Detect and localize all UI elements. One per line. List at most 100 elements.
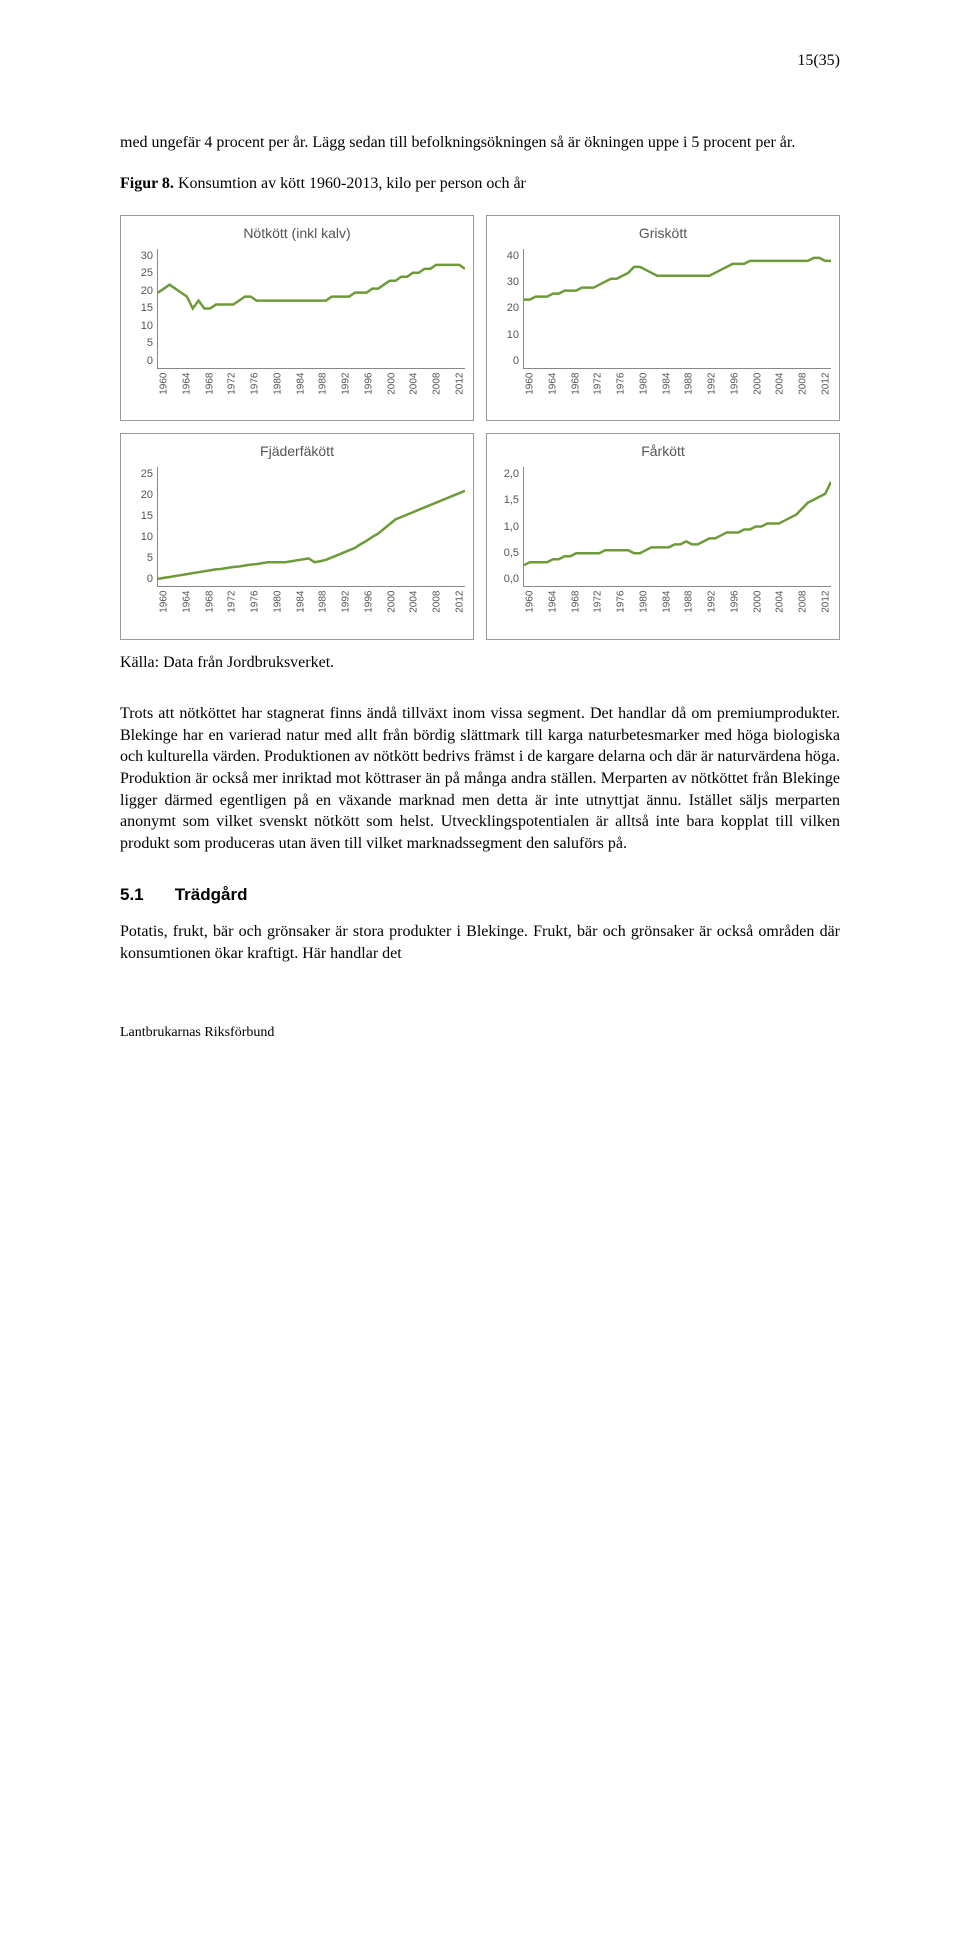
chart-grid: Nötkött (inkl kalv)302520151050196019641… (120, 215, 840, 640)
x-tick: 1980 (637, 603, 651, 613)
x-tick: 2000 (385, 603, 399, 613)
y-tick: 1,0 (495, 520, 519, 535)
x-tick: 2012 (819, 384, 833, 394)
x-tick: 1980 (271, 384, 285, 394)
x-tick: 1960 (157, 603, 171, 613)
x-axis: 1960 1964 1968 1972 1976 1980 1984 1988 1992 1996… (525, 373, 831, 397)
x-tick: 2008 (430, 384, 444, 394)
y-tick: 20 (129, 488, 153, 503)
y-tick: 5 (129, 336, 153, 351)
x-tick: 1996 (362, 603, 376, 613)
x-tick: 1964 (180, 603, 194, 613)
y-tick: 0 (129, 572, 153, 587)
plot-area (157, 249, 465, 369)
x-axis: 1960196419681972197619801984198819921996… (525, 591, 831, 615)
plot-area (523, 249, 831, 369)
y-tick: 25 (129, 266, 153, 281)
y-tick: 1,5 (495, 493, 519, 508)
y-tick: 15 (129, 509, 153, 524)
y-axis: 302520151050 (129, 249, 157, 369)
x-tick: 2008 (430, 603, 444, 613)
y-tick: 2,0 (495, 467, 519, 482)
x-tick: 1972 (226, 603, 240, 613)
y-tick: 10 (129, 319, 153, 334)
x-tick: 1980 (271, 603, 285, 613)
footer: Lantbrukarnas Riksförbund (120, 1024, 840, 1043)
section-title: Trädgård (175, 885, 248, 904)
x-tick: 1988 (317, 603, 331, 613)
body-paragraph: Trots att nötköttet har stagnerat finns … (120, 703, 840, 854)
data-line (524, 482, 831, 565)
chart-title: Fjäderfäkött (129, 442, 465, 461)
figure-title: Konsumtion av kött 1960-2013, kilo per p… (178, 175, 526, 192)
y-tick: 0 (129, 354, 153, 369)
x-tick: 2008 (796, 384, 810, 394)
x-tick: 1984 (294, 384, 308, 394)
x-tick: 1988 (683, 603, 697, 613)
chart-panel: Fårkött2,01,51,00,50,0196019641968197219… (486, 433, 840, 639)
y-tick: 0 (495, 354, 519, 369)
intro-paragraph: med ungefär 4 procent per år. Lägg sedan… (120, 132, 840, 154)
x-tick: 2012 (453, 603, 467, 613)
x-tick: 1980 (637, 384, 651, 394)
x-tick: 1964 (546, 603, 560, 613)
x-tick: 1968 (569, 384, 583, 394)
plot-area (157, 467, 465, 587)
y-tick: 10 (495, 328, 519, 343)
section-heading: 5.1 Trädgård (120, 884, 840, 907)
x-tick: 1964 (180, 384, 194, 394)
x-tick: 2004 (774, 384, 788, 394)
plot-area (523, 467, 831, 587)
y-axis: 25 20 15 10 5 0 (129, 467, 157, 587)
chart-panel: Griskött40302010019601964196819721976198… (486, 215, 840, 421)
x-tick: 2012 (453, 384, 467, 394)
x-axis: 1960196419681972197619801984198819921996… (159, 373, 465, 397)
chart-title: Fårkött (495, 442, 831, 461)
x-tick: 1968 (203, 384, 217, 394)
y-tick: 25 (129, 467, 153, 482)
x-axis: 1960196419681972197619801984198819921996… (159, 591, 465, 615)
y-axis: 403020100 (495, 249, 523, 369)
section-number: 5.1 (120, 884, 170, 907)
y-tick: 5 (129, 551, 153, 566)
x-tick: 1960 (523, 384, 537, 394)
x-tick: 1988 (317, 384, 331, 394)
figure-label: Figur 8. (120, 175, 174, 192)
x-tick: 2004 (408, 384, 422, 394)
x-tick: 1972 (592, 603, 606, 613)
chart-panel: Nötkött (inkl kalv)302520151050196019641… (120, 215, 474, 421)
x-tick: 1984 (294, 603, 308, 613)
x-tick: 1972 (226, 384, 240, 394)
x-tick: 1988 (683, 384, 697, 394)
x-tick: 1968 (569, 603, 583, 613)
x-tick: 1984 (660, 603, 674, 613)
y-tick: 0,0 (495, 572, 519, 587)
x-tick: 1996 (728, 384, 742, 394)
data-line (158, 265, 465, 309)
y-axis: 2,01,51,00,50,0 (495, 467, 523, 587)
data-line (158, 491, 465, 579)
page-number: 15(35) (120, 50, 840, 72)
y-tick: 10 (129, 530, 153, 545)
x-tick: 2004 (408, 603, 422, 613)
x-tick: 1968 (203, 603, 217, 613)
x-tick: 2008 (796, 603, 810, 613)
x-tick: 1972 (592, 384, 606, 394)
x-tick: 2000 (751, 384, 765, 394)
x-tick: 1992 (705, 603, 719, 613)
x-tick: 1960 (523, 603, 537, 613)
x-tick: 1964 (546, 384, 560, 394)
chart-title: Griskött (495, 224, 831, 243)
y-tick: 40 (495, 249, 519, 264)
y-tick: 20 (495, 301, 519, 316)
x-tick: 1992 (705, 384, 719, 394)
y-tick: 20 (129, 284, 153, 299)
figure-caption: Figur 8. Konsumtion av kött 1960-2013, k… (120, 173, 840, 195)
x-tick: 2000 (385, 384, 399, 394)
x-tick: 1976 (614, 384, 628, 394)
x-tick: 1976 (248, 384, 262, 394)
x-tick: 1984 (660, 384, 674, 394)
x-tick: 1960 (157, 384, 171, 394)
y-tick: 30 (129, 249, 153, 264)
chart-title: Nötkött (inkl kalv) (129, 224, 465, 243)
